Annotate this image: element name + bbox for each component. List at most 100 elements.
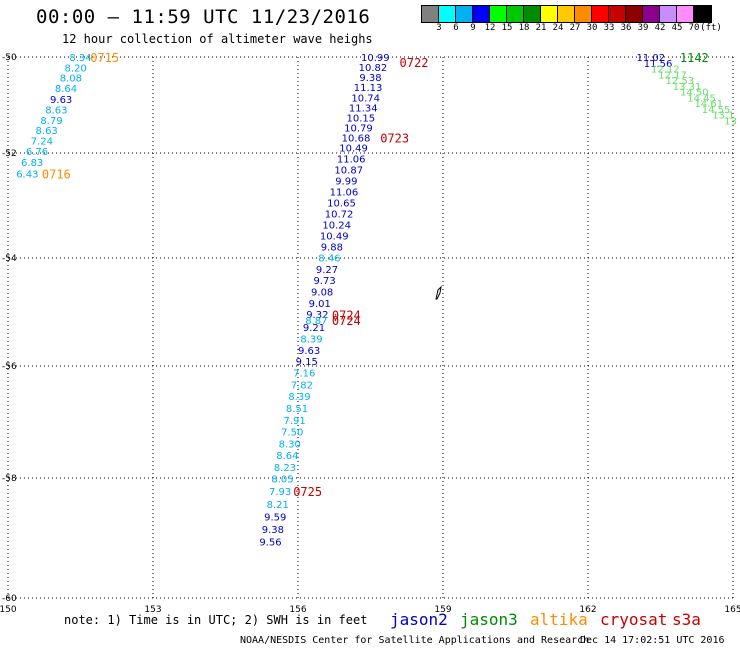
wave-height-reading: 8.87	[305, 316, 327, 327]
scale-label: 24	[552, 23, 564, 33]
wave-height-reading: 12.53	[666, 76, 695, 87]
scale-swatch	[507, 6, 524, 22]
footer-credit: NOAA/NESDIS Center for Satellite Applica…	[240, 635, 590, 646]
wave-height-reading: 9.63	[50, 95, 72, 106]
wave-height-reading: 8.39	[300, 334, 322, 345]
wave-height-reading: 9.63	[298, 346, 320, 357]
pass-time-label: 1142	[680, 51, 709, 65]
wave-height-reading: 9.88	[321, 242, 343, 253]
wave-height-reading: 7.16	[293, 369, 315, 380]
wave-height-reading: 8.46	[318, 253, 340, 264]
wave-height-reading: 9.27	[316, 265, 338, 276]
scale-label: (ft)	[700, 23, 722, 33]
y-tick-label: -50	[2, 53, 17, 63]
wave-height-reading: 10.65	[327, 198, 356, 209]
wave-height-reading: 8.08	[60, 74, 82, 85]
scale-label: 27	[569, 23, 581, 33]
wave-height-reading: 11.13	[354, 83, 383, 94]
wave-height-reading: 8.05	[271, 475, 293, 486]
wave-height-reading: 10.49	[339, 144, 368, 155]
scale-label: 21	[535, 23, 547, 33]
color-scale-bar	[421, 5, 712, 23]
wave-height-reading: 10.74	[351, 93, 380, 104]
wave-height-reading: 7.50	[281, 428, 303, 439]
wave-height-reading: 8.51	[286, 404, 308, 415]
scale-swatch	[473, 6, 490, 22]
scale-label: 33	[603, 23, 615, 33]
x-tick-label: 156	[289, 605, 306, 615]
scale-label: 36	[620, 23, 632, 33]
scale-swatch	[456, 6, 473, 22]
wave-height-reading: 14.45	[687, 93, 716, 104]
wave-height-reading: 8.20	[65, 64, 87, 75]
scale-label: 9	[470, 23, 476, 33]
wave-height-reading: 8.63	[45, 105, 67, 116]
wave-height-reading: 8.30	[279, 439, 301, 450]
wave-height-reading: 7.93	[269, 487, 291, 498]
wave-height-reading: 6.76	[26, 147, 48, 158]
x-tick-label: 165	[724, 605, 740, 615]
scale-label: 3	[436, 23, 442, 33]
scale-label: 70	[688, 23, 700, 33]
pass-time-label: 0724	[332, 314, 361, 328]
wave-height-reading: 10.24	[322, 220, 351, 231]
axis-ticks: 150 153 156 159 162 165 -50 -52 -54 -56 -58 -60	[0, 53, 740, 615]
scale-swatch	[422, 6, 439, 22]
wave-height-reading: 11.02	[637, 53, 666, 64]
wave-height-reading: 9.08	[311, 287, 333, 298]
pass-time-label: 0723	[380, 132, 409, 146]
wave-height-reading: 10.79	[344, 124, 373, 135]
scale-swatch	[694, 6, 711, 22]
scale-swatch	[626, 6, 643, 22]
scale-label: 30	[586, 23, 598, 33]
wave-height-reading: 10.72	[325, 209, 354, 220]
y-tick-label: -54	[2, 254, 17, 264]
map-grid	[7, 56, 734, 599]
wave-height-reading: 9.15	[296, 357, 318, 368]
scale-label: 39	[637, 23, 649, 33]
y-tick-label: -58	[2, 474, 17, 484]
map-title: 00:00 — 11:59 UTC 11/23/2016	[36, 6, 371, 28]
wave-height-reading: 9.32	[306, 310, 328, 321]
satellite-legend-item: jason3	[460, 610, 518, 629]
wave-height-reading: 11.06	[330, 187, 359, 198]
wave-height-reading: 7.91	[283, 416, 305, 427]
pass-time-label: 0716	[42, 167, 71, 181]
wave-height-reading: 8.21	[267, 500, 289, 511]
scale-label: 45	[671, 23, 683, 33]
wave-height-reading: 9.73	[313, 276, 335, 287]
wave-height-reading: 13.31	[673, 82, 702, 93]
wave-height-reading: 14.50	[680, 88, 709, 99]
scale-swatch	[541, 6, 558, 22]
wave-height-reading: 9.38	[359, 73, 381, 84]
wave-height-reading: 14.55	[702, 105, 731, 116]
wave-height-reading: 6.83	[21, 158, 43, 169]
scale-swatch	[575, 6, 592, 22]
footer-note: note: 1) Time is in UTC; 2) SWH is in fe…	[64, 613, 368, 627]
scale-label: 12	[484, 23, 496, 33]
y-tick-label: -60	[2, 594, 17, 604]
pass-time-label: 0724	[332, 309, 361, 323]
footer-timestamp: Dec 14 17:02:51 UTC 2016	[580, 635, 725, 646]
satellite-legend-item: jason2	[390, 610, 448, 629]
wave-height-reading: 9.59	[264, 512, 286, 523]
scale-label: 18	[518, 23, 530, 33]
wave-height-reading: 10.49	[320, 231, 349, 242]
satellite-legend-item: cryosat	[600, 610, 668, 629]
wave-height-reading: 8.79	[40, 116, 62, 127]
wave-height-reading: 7.82	[291, 380, 313, 391]
scale-swatch	[439, 6, 456, 22]
satellite-legend-item: altika	[530, 610, 588, 629]
scale-swatch	[643, 6, 660, 22]
wave-height-reading: 8.64	[55, 84, 77, 95]
wave-height-reading: 9.99	[335, 176, 357, 187]
x-tick-label: 159	[434, 605, 451, 615]
y-tick-label: -52	[2, 149, 17, 159]
altimeter-tracks: 8.348.208.088.649.638.638.798.637.246.76…	[16, 53, 737, 549]
wave-height-reading: 11.34	[349, 103, 378, 114]
x-tick-label: 150	[0, 605, 17, 615]
wave-height-reading: 6.43	[16, 169, 38, 180]
wave-height-reading: 13	[724, 116, 737, 127]
scale-swatch	[592, 6, 609, 22]
